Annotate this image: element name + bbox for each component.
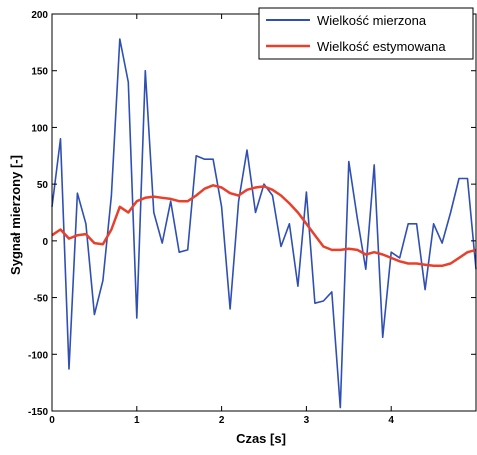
x-tick-label: 1 — [134, 415, 140, 426]
y-tick-label: 50 — [37, 180, 49, 191]
y-tick-label: -50 — [34, 294, 49, 305]
y-tick-label: -150 — [28, 407, 48, 418]
series-layer — [51, 38, 477, 409]
y-tick-label: 200 — [31, 10, 48, 21]
y-tick-label: 100 — [31, 123, 48, 134]
legend-box — [258, 7, 474, 60]
x-tick-label: 4 — [388, 415, 394, 426]
legend-label-estimated: Wielkość estymowana — [317, 39, 446, 54]
legend: Wielkość mierzona Wielkość estymowana — [258, 7, 474, 60]
x-tick-label: 2 — [219, 415, 225, 426]
series-line-estimated — [51, 184, 477, 268]
y-tick-label: 150 — [31, 67, 48, 78]
ticks-layer: 0 1 2 3 4 -150 -100 -50 0 50 100 150 200 — [28, 10, 476, 426]
y-tick-label: -100 — [28, 350, 48, 361]
y-axis-label: Sygnał mierzony [-] — [8, 155, 23, 275]
y-tick-label: 0 — [42, 237, 48, 248]
plot-area — [52, 14, 476, 411]
x-tick-label: 0 — [49, 415, 55, 426]
legend-label-measured: Wielkość mierzona — [317, 13, 427, 28]
series-line-measured — [51, 38, 477, 409]
x-tick-label: 3 — [304, 415, 310, 426]
x-axis-label: Czas [s] — [236, 431, 286, 446]
